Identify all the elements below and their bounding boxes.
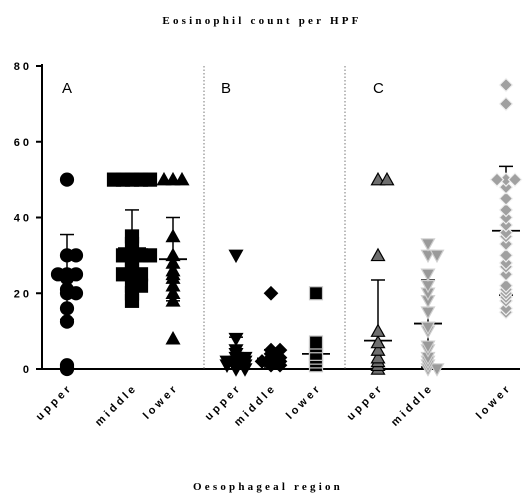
y-tick-label: 20	[14, 288, 32, 300]
data-point	[498, 77, 514, 93]
data-point	[498, 266, 514, 282]
data-point	[165, 255, 181, 269]
data-point	[429, 249, 445, 264]
data-point	[124, 229, 140, 244]
data-point	[165, 262, 181, 277]
data-point	[498, 225, 514, 240]
data-point	[498, 236, 514, 252]
data-point	[498, 278, 514, 294]
data-point	[370, 247, 386, 262]
data-point	[429, 363, 445, 377]
x-tick-label: upper	[345, 382, 386, 423]
data-point	[156, 171, 172, 186]
data-point	[142, 248, 158, 263]
data-point	[498, 202, 514, 218]
data-point	[50, 267, 66, 282]
data-point	[498, 179, 514, 195]
data-point	[165, 228, 181, 243]
data-point	[489, 172, 505, 187]
chart-title: Eosinophil count per HPF	[162, 15, 361, 27]
data-point	[498, 301, 514, 316]
data-point	[165, 247, 181, 262]
data-point	[228, 249, 244, 264]
data-point	[420, 340, 436, 355]
data-point	[165, 293, 181, 307]
data-point	[59, 301, 75, 316]
data-point	[263, 285, 279, 301]
data-point	[379, 171, 395, 186]
x-tick-label: lower	[284, 382, 324, 422]
panel-labels: A B C	[62, 80, 384, 97]
data-point	[165, 285, 181, 300]
data-point	[370, 334, 386, 349]
data-point	[420, 306, 436, 320]
data-point	[106, 172, 122, 187]
data-point	[498, 217, 514, 233]
data-point	[308, 286, 324, 301]
data-point	[59, 358, 75, 373]
data-point	[174, 171, 190, 186]
data-point	[498, 255, 514, 271]
data-point	[142, 172, 158, 187]
data-point	[165, 171, 181, 186]
data-point	[68, 248, 84, 263]
data-point	[370, 171, 386, 186]
data-point	[59, 172, 75, 187]
data-point	[115, 248, 131, 263]
data-point	[507, 172, 523, 187]
data-point	[420, 268, 436, 283]
x-tick-label: middle	[93, 382, 140, 429]
data-point	[308, 335, 324, 350]
data-point	[420, 321, 436, 336]
data-point	[370, 342, 386, 356]
data-point	[219, 355, 235, 370]
data-point	[228, 332, 244, 347]
data-point	[272, 342, 288, 358]
panel-separators	[203, 66, 346, 369]
data-point	[165, 277, 181, 292]
data-point	[498, 191, 514, 206]
data-point	[498, 96, 514, 112]
x-axis-label: Oesophageal region	[193, 481, 343, 493]
data-points	[50, 77, 523, 377]
y-tick-label: 60	[14, 137, 32, 149]
data-point	[59, 314, 75, 329]
panel-label: B	[221, 80, 231, 97]
y-axis-ticks: 0 20 40 60 80	[14, 61, 42, 376]
axes	[41, 64, 520, 370]
panel-label: C	[373, 80, 384, 97]
x-tick-label: lower	[474, 382, 514, 422]
y-tick-label: 40	[14, 213, 32, 225]
x-tick-label: middle	[389, 382, 436, 429]
data-point	[498, 248, 514, 263]
x-tick-label: lower	[141, 382, 181, 422]
data-point	[420, 238, 436, 252]
data-point	[165, 330, 181, 345]
x-tick-label: upper	[34, 382, 75, 423]
y-tick-label: 80	[14, 61, 32, 73]
data-point	[370, 323, 386, 337]
data-point	[68, 267, 84, 282]
data-point	[370, 349, 386, 364]
data-point	[237, 351, 253, 366]
data-point	[498, 210, 514, 225]
panel-label: A	[62, 80, 72, 97]
y-tick-label: 0	[23, 364, 32, 376]
